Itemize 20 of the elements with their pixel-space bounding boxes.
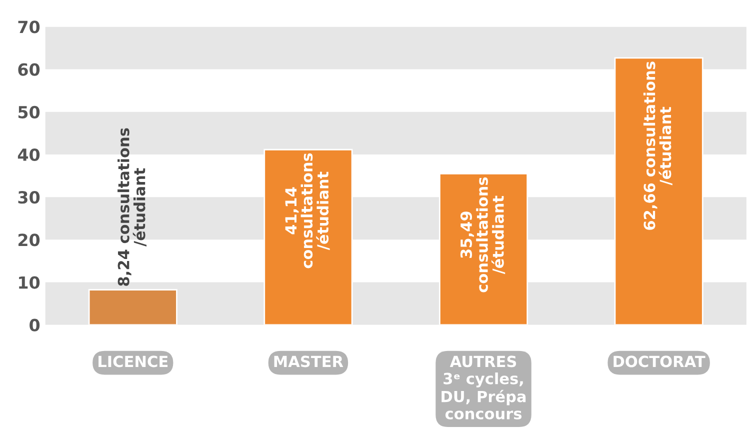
bar <box>438 172 528 325</box>
x-tick-label: AUTRES 3ᵉ cycles, DU, Prépa concours <box>442 356 526 420</box>
y-tick-label: 0 <box>30 318 40 332</box>
y-tick-label: 60 <box>18 63 40 76</box>
bar <box>88 289 178 325</box>
y-tick-label: 50 <box>18 106 40 118</box>
x-tick-label: LICENCE <box>98 356 168 368</box>
y-tick-label: 10 <box>19 276 40 289</box>
y-tick-label: 70 <box>18 20 40 34</box>
y-tick-label: 20 <box>18 234 40 246</box>
data-label: 8,24 consultations /étudiant <box>118 128 146 286</box>
bar <box>614 57 704 325</box>
x-tick-label: DOCTORAT <box>614 356 706 368</box>
y-tick-label: 30 <box>18 191 40 204</box>
y-tick-label: 40 <box>18 148 40 162</box>
data-label: 62,66 consultations /étudiant <box>643 62 672 230</box>
x-tick-label: MASTER <box>274 356 344 368</box>
data-label: 35,49 consultations /étudiant <box>460 177 506 292</box>
bar <box>264 148 353 325</box>
data-label: 41,14 consultations /étudiant <box>285 153 330 268</box>
